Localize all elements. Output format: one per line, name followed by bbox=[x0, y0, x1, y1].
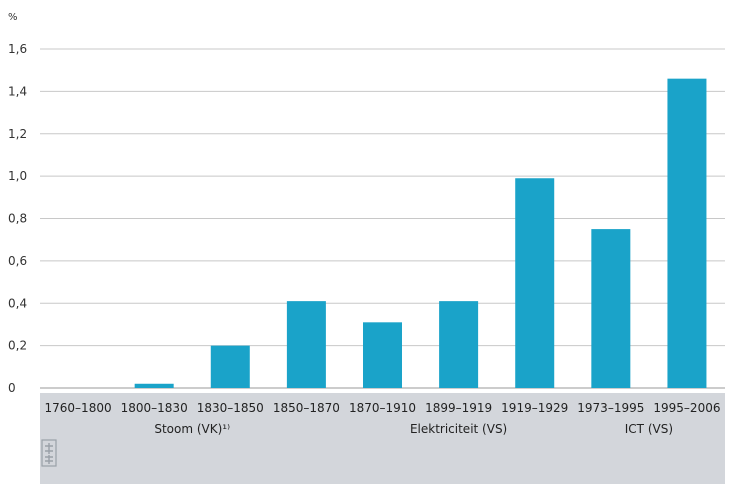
x-tick-label: 1973–1995 bbox=[577, 401, 644, 415]
x-tick-label: 1995–2006 bbox=[653, 401, 720, 415]
group-label: Stoom (VK)¹⁾ bbox=[154, 422, 230, 436]
x-tick-label: 1830–1850 bbox=[197, 401, 264, 415]
y-tick-label: 1,6 bbox=[8, 42, 27, 56]
y-unit-label: % bbox=[8, 12, 18, 23]
bar bbox=[363, 322, 402, 388]
y-tick-label: 1,4 bbox=[8, 84, 27, 98]
x-tick-label: 1899–1919 bbox=[425, 401, 492, 415]
bar bbox=[211, 346, 250, 388]
group-label: Elektriciteit (VS) bbox=[410, 422, 507, 436]
bar bbox=[287, 301, 326, 388]
y-tick-label: 1,2 bbox=[8, 127, 27, 141]
x-tick-label: 1760–1800 bbox=[45, 401, 112, 415]
x-axis-ticks: 1760–1800 1800–1830 1830–1850 1850–1870 1870… bbox=[45, 401, 721, 415]
bars bbox=[135, 79, 707, 388]
bar bbox=[591, 229, 630, 388]
y-axis-ticks: 0 0,2 0,4 0,6 0,8 1,0 1,2 1,4 1,6 bbox=[8, 42, 27, 395]
y-tick-label: 0 bbox=[8, 381, 16, 395]
y-tick-label: 0,4 bbox=[8, 296, 27, 310]
bar bbox=[439, 301, 478, 388]
y-tick-label: 1,0 bbox=[8, 169, 27, 183]
x-tick-label: 1850–1870 bbox=[273, 401, 340, 415]
x-tick-label: 1919–1929 bbox=[501, 401, 568, 415]
y-tick-label: 0,2 bbox=[8, 339, 27, 353]
y-tick-label: 0,6 bbox=[8, 254, 27, 268]
x-tick-label: 1800–1830 bbox=[121, 401, 188, 415]
bar bbox=[667, 79, 706, 388]
bar bbox=[515, 178, 554, 388]
bar bbox=[135, 384, 174, 388]
y-tick-label: 0,8 bbox=[8, 212, 27, 226]
x-tick-label: 1870–1910 bbox=[349, 401, 416, 415]
group-label: ICT (VS) bbox=[625, 422, 673, 436]
